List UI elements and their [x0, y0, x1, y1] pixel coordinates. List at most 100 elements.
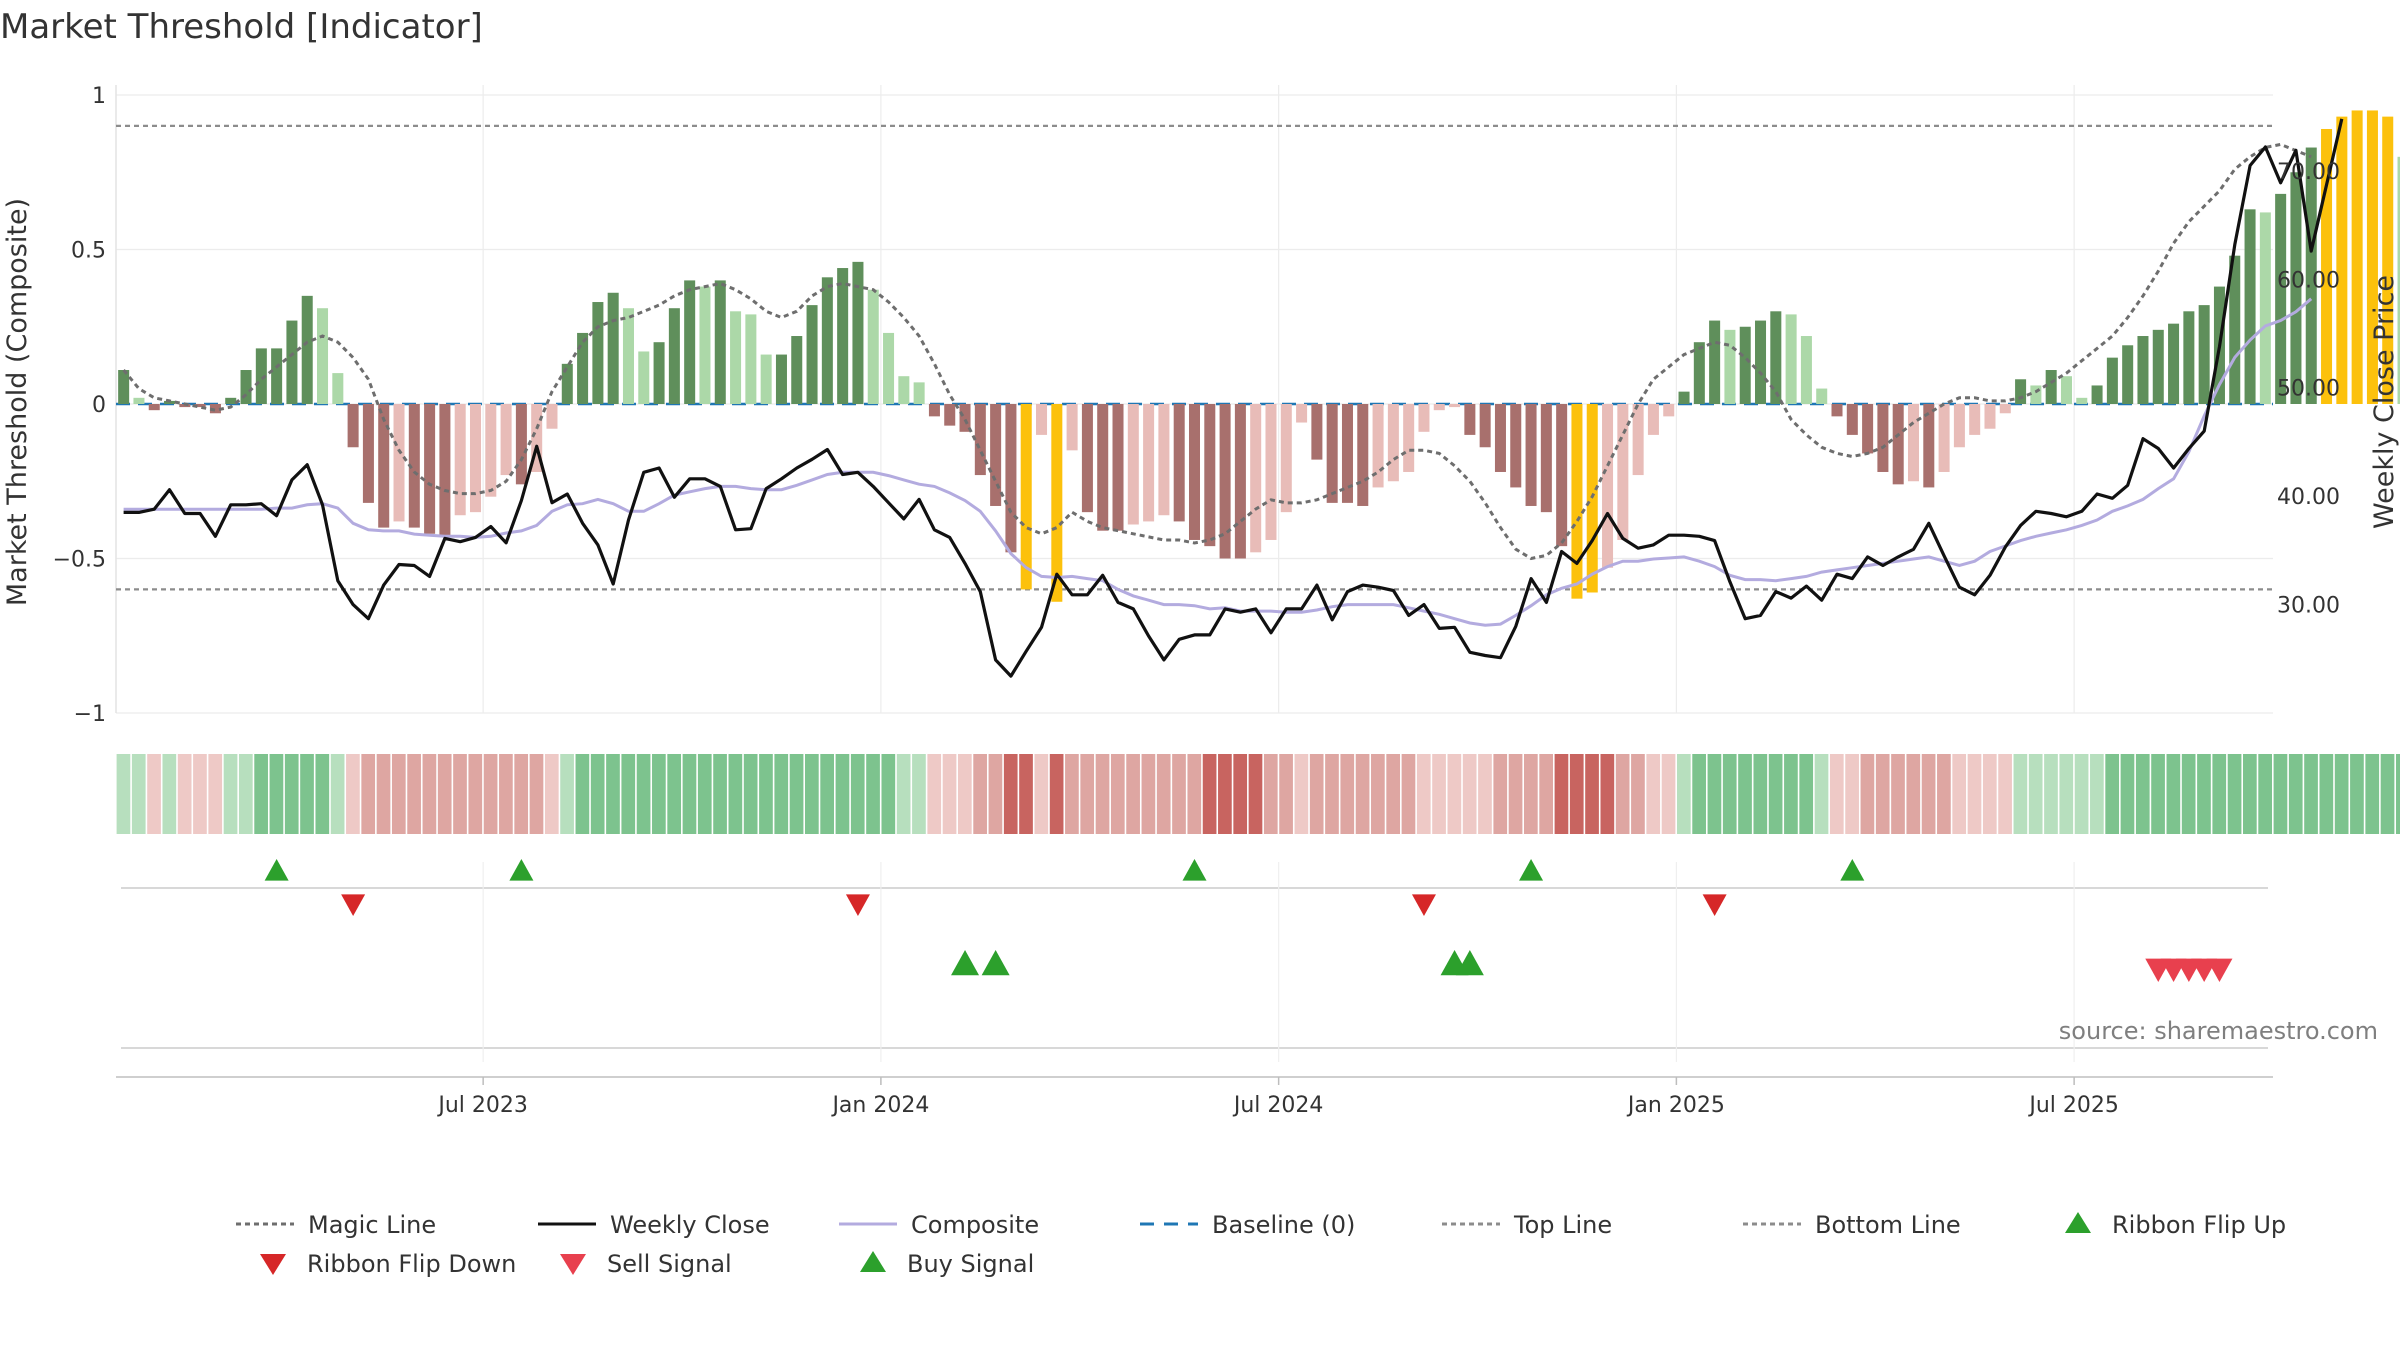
ribbon-cell — [2212, 754, 2227, 834]
composite-bar — [699, 286, 711, 404]
composite-bar — [1709, 320, 1721, 404]
ribbon-cell — [606, 754, 620, 834]
composite-bar — [1571, 404, 1583, 599]
composite-bar — [1617, 404, 1629, 540]
composite-bar — [1036, 404, 1048, 435]
legend: Magic Line Weekly Close Composite Baseline … — [236, 1211, 2286, 1278]
ribbon-cell — [1095, 754, 1110, 834]
composite-bar — [1219, 404, 1231, 559]
ribbon-cell — [514, 754, 529, 834]
ribbon-cell — [2258, 754, 2272, 834]
composite-bar — [1326, 404, 1338, 503]
ribbon-cell — [2151, 754, 2165, 834]
legend-label: Top Line — [1513, 1211, 1612, 1239]
ribbon-cell — [1753, 754, 1768, 834]
composite-bar — [2076, 397, 2088, 404]
composite-bar — [944, 404, 956, 426]
ribbon-cell — [391, 754, 406, 834]
ribbon-cell — [789, 754, 804, 834]
left-axis-ticks: 1 0.5 0 −0.5 −1 — [53, 84, 106, 727]
composite-bar — [1923, 404, 1935, 488]
legend-label: Ribbon Flip Up — [2112, 1211, 2286, 1239]
ribbon-cell — [636, 754, 651, 834]
ribbon-cell — [162, 754, 177, 834]
composite-bar — [2122, 345, 2134, 404]
buy-signal-marker — [951, 950, 980, 976]
ribbon-cell — [407, 754, 421, 834]
ribbon-cell — [1891, 754, 1905, 834]
composite-bar — [255, 348, 267, 404]
ribbon-cell — [1065, 754, 1079, 834]
ribbon-cell — [973, 754, 987, 834]
legend-item: Composite — [839, 1211, 1039, 1239]
ribbon-cell — [1569, 754, 1584, 834]
ribbon-cell — [805, 754, 819, 834]
ribbon-flip-up-marker — [1519, 859, 1544, 881]
composite-bar — [485, 404, 497, 497]
composite-bar — [2305, 147, 2317, 404]
legend-swatch — [860, 1251, 886, 1272]
composite-bar — [1020, 404, 1032, 590]
ribbon-cell — [1003, 754, 1018, 834]
ribbon-cell — [1661, 754, 1676, 834]
composite-bar — [2060, 376, 2072, 404]
composite-bar — [1693, 342, 1705, 404]
composite-bar — [1188, 404, 1201, 540]
composite-bar — [791, 336, 803, 404]
ribbon-cell — [1493, 754, 1508, 834]
ribbon-flip-up-marker — [1840, 859, 1865, 881]
composite-bar — [393, 404, 405, 522]
ribbon-cell — [1508, 754, 1523, 834]
ribbon-cell — [1462, 754, 1477, 834]
ribbon-cell — [468, 754, 483, 834]
composite-bar — [775, 354, 787, 404]
ribbon-flip-down-marker — [1411, 894, 1436, 916]
ribbon-flip-up-marker — [264, 859, 289, 881]
ribbon-cell — [2166, 754, 2181, 834]
composite-bar — [1403, 404, 1415, 472]
ribbon-cell — [1768, 754, 1783, 834]
ribbon-cell — [238, 754, 253, 834]
composite-bar — [546, 404, 558, 429]
legend-item: Weekly Close — [538, 1211, 770, 1239]
ribbon-cell — [1646, 754, 1661, 834]
ribbon-cell — [1355, 754, 1370, 834]
legend-label: Baseline (0) — [1212, 1211, 1355, 1239]
ribbon-cell — [1845, 754, 1859, 834]
composite-bar — [592, 302, 604, 404]
ribbon-cell — [1371, 754, 1385, 834]
composite-bar — [1280, 404, 1292, 513]
composite-bar — [286, 320, 298, 404]
source-credit: source: sharemaestro.com — [2059, 1017, 2378, 1045]
ribbon-cell — [483, 754, 498, 834]
ribbon-cell — [759, 754, 773, 834]
ribbon-flip-up-marker — [509, 859, 534, 881]
composite-bar — [362, 404, 374, 503]
ribbon-cell — [652, 754, 666, 834]
composite-bar — [1357, 404, 1369, 506]
ribbon-cell — [1263, 754, 1278, 834]
composite-bar — [1602, 404, 1614, 568]
ribbon-cell — [988, 754, 1003, 834]
chart-title: Market Threshold [Indicator] — [0, 7, 483, 47]
ribbon-cell — [2334, 754, 2349, 834]
ribbon-cell — [1967, 754, 1982, 834]
composite-bar — [225, 397, 237, 404]
composite-bar — [668, 308, 680, 404]
composite-bar — [638, 351, 650, 404]
ribbon-cell — [1019, 754, 1033, 834]
composite-bar — [1831, 404, 1843, 417]
ribbon-cell — [1875, 754, 1890, 834]
ribbon-cell — [1829, 754, 1844, 834]
ribbon-cell — [743, 754, 758, 834]
composite-bar — [194, 404, 206, 408]
composite-bar — [1387, 404, 1399, 482]
x-tick-label: Jul 2025 — [2027, 1093, 2119, 1118]
composite-bar — [928, 404, 940, 417]
composite-bar — [1143, 404, 1155, 522]
composite-bar — [332, 373, 344, 404]
composite-bar — [1647, 404, 1659, 435]
ribbon-cell — [2059, 754, 2074, 834]
composite-bar — [1250, 404, 1262, 553]
